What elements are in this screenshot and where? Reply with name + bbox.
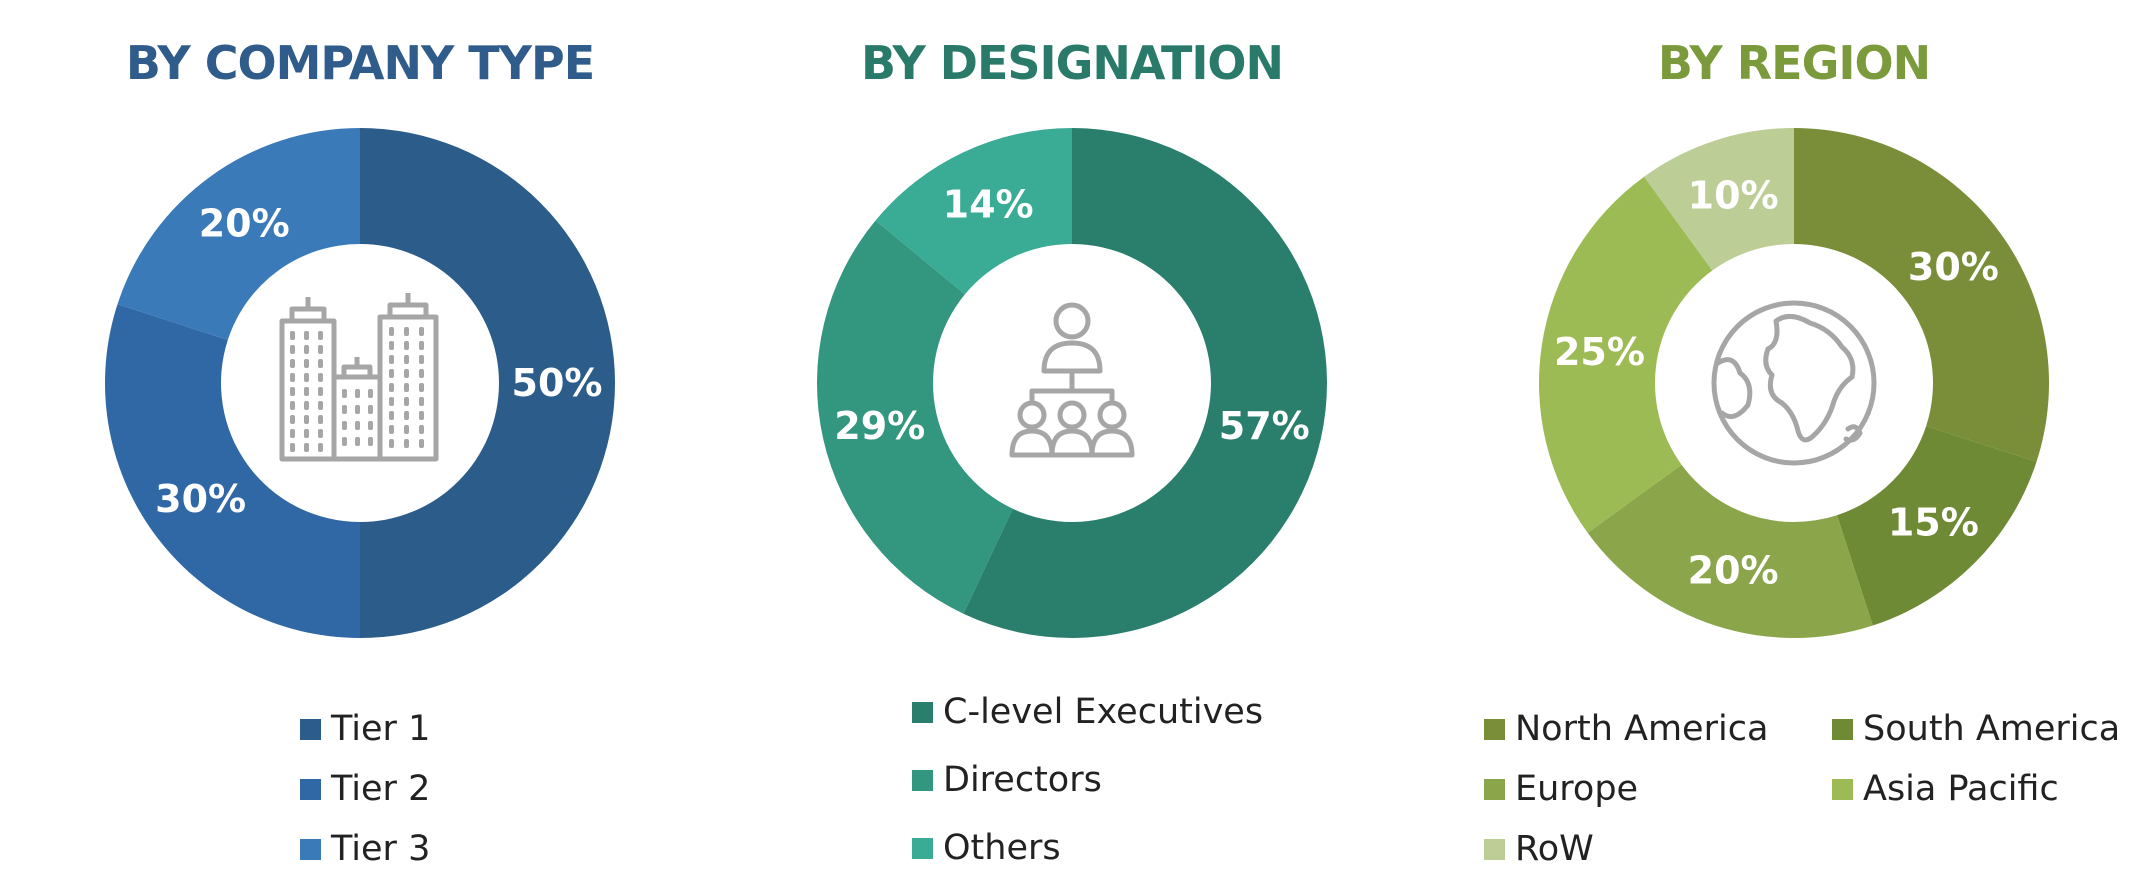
legend-label: Tier 2 [331,769,431,809]
legend-swatch [300,838,321,860]
org-hierarchy-icon [1009,302,1135,458]
donut-slice [817,220,1013,614]
donut-slice [1587,464,1873,638]
globe-icon [1711,300,1877,466]
legend-swatch [300,718,321,740]
legend-label: Europe [1515,769,1639,809]
legend-label: South America [1863,709,2121,749]
legend-swatch [912,769,933,791]
donut-slice [1836,425,2037,626]
data-label: 50% [512,361,603,405]
legend-swatch [1484,838,1505,860]
chart-title: BY REGION [1657,36,1931,90]
legend-label: Others [943,828,1061,868]
legend-item: Directors [912,758,1102,802]
legend-swatch [1832,778,1853,800]
donut-chart-company-type: 50% 30% 20% [104,128,615,638]
donut-slice [963,128,1327,638]
legend-item: Others [912,826,1061,870]
donut-slice [875,128,1072,295]
donut-slice [1644,128,1794,271]
legend-swatch [1832,718,1853,740]
donut-slice [1539,176,1713,533]
legend-swatch [1484,718,1505,740]
legend-label: Tier 3 [331,829,431,869]
data-label: 30% [155,477,246,521]
chart-title: BY COMPANY TYPE [125,36,595,90]
panel-region: BY REGION 30% 15% 20% 25% 10% North America … [1444,0,2144,879]
donut-chart-designation: 57% 29% 14% [817,128,1327,638]
data-label: 20% [199,202,290,246]
data-label: 14% [943,183,1034,227]
legend-label: Tier 1 [331,709,431,749]
data-label: 20% [1688,548,1779,592]
legend-item: Tier 1 [300,707,430,751]
legend-item: RoW [1484,827,1594,871]
legend-item: North America [1484,707,1768,751]
donut-slice [1794,128,2049,462]
data-label: 57% [1219,404,1310,448]
legend-label: Directors [943,760,1102,800]
legend-swatch [1484,778,1505,800]
panel-designation: BY DESIGNATION 57% 29% 14% C-level Executi… [722,0,1422,879]
data-label: 25% [1554,330,1645,374]
donut-chart-region: 30% 15% 20% 25% 10% [1539,128,2049,638]
legend-label: Asia Pacific [1863,769,2059,809]
data-label: 30% [1908,245,1999,289]
data-label: 10% [1688,174,1779,218]
legend-label: North America [1515,709,1769,749]
data-label: 29% [834,404,925,448]
data-label: 15% [1888,500,1979,544]
legend-item: Asia Pacific [1832,767,2059,811]
donut-slice [104,304,360,638]
legend-swatch [300,778,321,800]
legend-item: Tier 3 [300,827,430,871]
donut-slice [360,128,615,638]
legend-swatch [912,701,933,723]
legend-swatch [912,837,933,859]
legend-label: C-level Executives [943,692,1264,732]
legend-item: Europe [1484,767,1638,811]
chart-title: BY DESIGNATION [860,36,1284,90]
legend-item: C-level Executives [912,690,1263,734]
legend-label: RoW [1515,829,1594,869]
panel-company-type: BY COMPANY TYPE 50% 30% 20% Tier 1 Tier 2 … [10,0,710,879]
buildings-icon [279,293,439,462]
donut-slice [117,128,360,341]
legend-item: South America [1832,707,2120,751]
legend-item: Tier 2 [300,767,430,811]
